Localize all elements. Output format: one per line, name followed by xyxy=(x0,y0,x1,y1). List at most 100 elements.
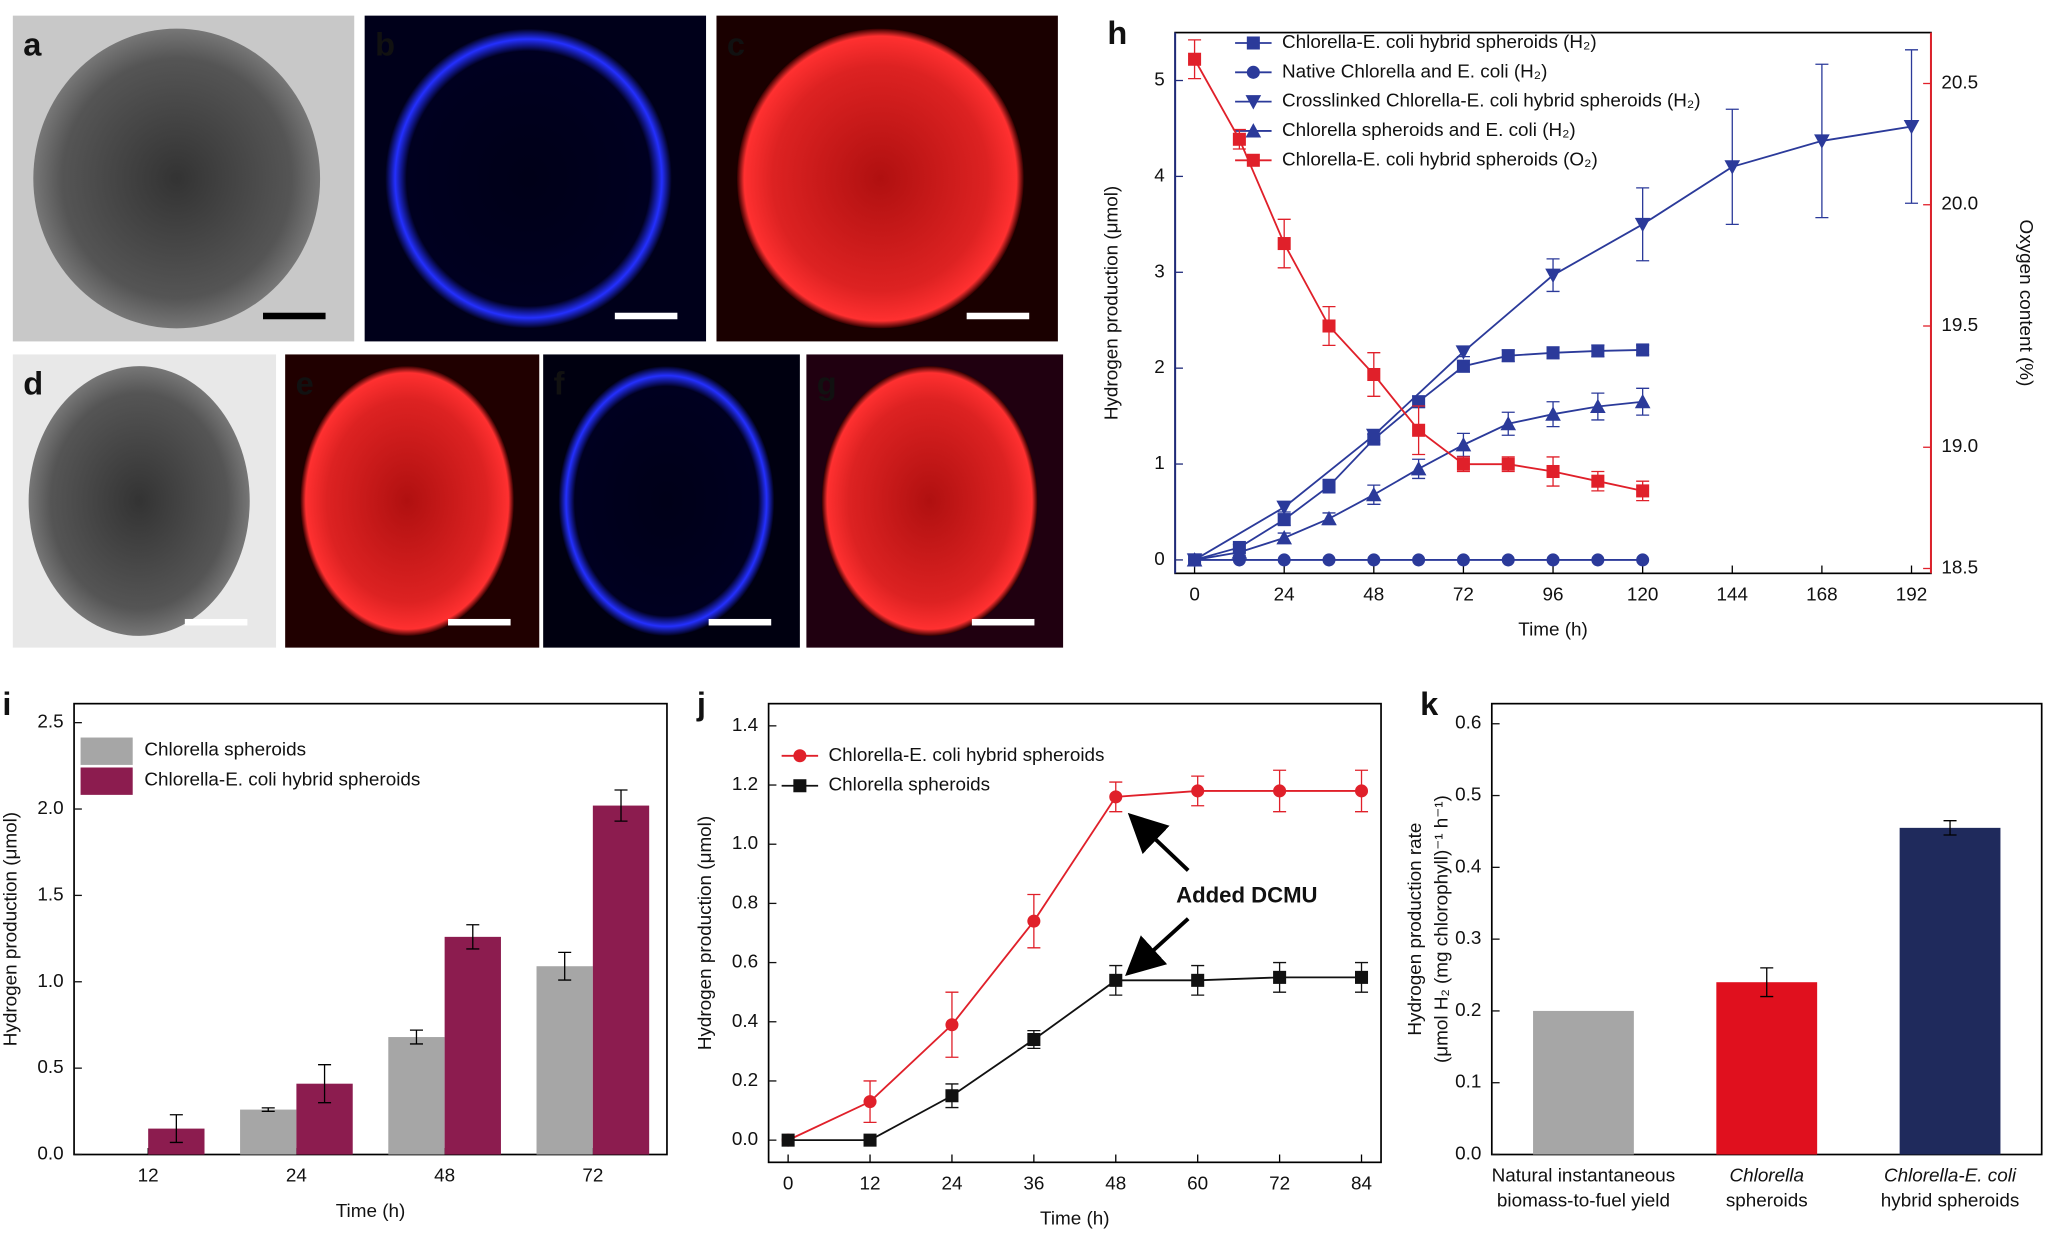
marker xyxy=(1412,395,1426,409)
x-tick-label: 192 xyxy=(1896,584,1928,605)
error-bar xyxy=(466,924,480,950)
marker xyxy=(1231,544,1248,559)
spheroid xyxy=(558,366,775,636)
y-axis-label: Hydrogen production rate xyxy=(1405,823,1426,1036)
bar xyxy=(444,936,501,1155)
marker xyxy=(1591,474,1605,488)
x-tick-label: 48 xyxy=(1105,1173,1126,1194)
y-tick-label: 0.0 xyxy=(732,1129,758,1150)
marker xyxy=(1634,217,1651,233)
x-tick-label: 96 xyxy=(1543,584,1564,605)
marker xyxy=(1546,346,1560,360)
legend-label: Chlorella spheroids xyxy=(144,740,306,761)
legend-marker xyxy=(1246,65,1260,79)
y-axis-label: Hydrogen production (μmol) xyxy=(1102,186,1123,420)
marker xyxy=(1277,513,1291,527)
marker xyxy=(1273,970,1287,984)
marker xyxy=(1367,553,1381,567)
x-tick-label: 72 xyxy=(1453,584,1474,605)
marker xyxy=(1273,784,1287,798)
x-tick-label: 24 xyxy=(1274,584,1295,605)
marker xyxy=(1355,970,1369,984)
marker xyxy=(1501,349,1515,363)
panel-label: j xyxy=(696,686,706,722)
series-line xyxy=(1194,125,1912,561)
marker xyxy=(1412,423,1426,437)
marker xyxy=(1410,461,1427,476)
spheroid xyxy=(300,366,514,636)
series-line xyxy=(788,976,1362,1142)
x-tick-label: 72 xyxy=(582,1166,603,1187)
y-tick-label: 2 xyxy=(1154,357,1165,378)
scale-bar xyxy=(263,312,326,320)
y-tick-label: 2.0 xyxy=(37,798,63,819)
legend-swatch xyxy=(80,767,133,795)
bar xyxy=(1533,1010,1634,1155)
marker xyxy=(1276,500,1293,516)
x-tick-label: 48 xyxy=(1363,584,1384,605)
error-bar xyxy=(409,1029,423,1045)
panel-label: k xyxy=(1420,686,1439,722)
y-tick-label: 0.0 xyxy=(37,1143,63,1164)
legend-label: Chlorella-E. coli hybrid spheroids xyxy=(829,745,1105,766)
panel-label: f xyxy=(554,365,565,401)
legend-label: Chlorella spheroids xyxy=(829,775,991,796)
marker xyxy=(1546,464,1560,479)
x-tick-label: 84 xyxy=(1351,1173,1372,1194)
marker xyxy=(781,1133,795,1147)
legend-label: Native Chlorella and E. coli (H₂) xyxy=(1282,61,1547,82)
y2-tick-label: 19.5 xyxy=(1941,315,1978,336)
legend-marker xyxy=(1245,95,1262,110)
marker xyxy=(1500,415,1517,431)
marker xyxy=(1501,457,1515,471)
marker xyxy=(1188,52,1202,66)
y-tick-label: 0.0 xyxy=(1455,1143,1481,1164)
panel-label: c xyxy=(727,27,745,63)
marker xyxy=(1186,552,1203,567)
y-tick-label: 3 xyxy=(1154,261,1165,282)
marker xyxy=(1277,553,1291,567)
y-tick-label: 0.6 xyxy=(1455,713,1481,734)
x-tick-label: hybrid spheroids xyxy=(1881,1190,2020,1211)
marker xyxy=(1412,553,1426,567)
marker xyxy=(863,1133,877,1147)
legend-swatch xyxy=(80,737,133,765)
x-tick-label: 12 xyxy=(138,1166,159,1187)
panel-label: b xyxy=(375,27,395,63)
marker xyxy=(1636,553,1650,567)
panel-label: i xyxy=(2,686,11,722)
scale-bar xyxy=(966,312,1030,320)
legend-label: Chlorella-E. coli hybrid spheroids (H₂) xyxy=(1282,32,1597,53)
bar xyxy=(592,805,650,1155)
marker xyxy=(1027,914,1041,928)
error-bar xyxy=(318,1064,332,1104)
marker xyxy=(1546,553,1560,567)
y-tick-label: 0 xyxy=(1154,549,1165,570)
marker xyxy=(1636,343,1650,357)
marker xyxy=(1456,457,1470,471)
series-line xyxy=(787,790,1362,1141)
y-tick-label: 1.2 xyxy=(732,774,758,795)
marker xyxy=(1365,486,1382,502)
marker xyxy=(1545,268,1561,283)
error-bar xyxy=(558,951,572,981)
error-bar xyxy=(261,1107,275,1112)
y-axis-label: (μmol H₂ (mg chlorophyll)⁻¹ h⁻¹) xyxy=(1431,795,1452,1063)
scale-bar xyxy=(971,618,1035,626)
legend-marker xyxy=(1246,36,1260,50)
x-tick-label: 144 xyxy=(1717,584,1749,605)
y-tick-label: 2.5 xyxy=(37,712,63,733)
marker xyxy=(1322,479,1336,493)
y-tick-label: 1 xyxy=(1154,453,1165,474)
legend-marker xyxy=(1245,123,1262,138)
x-tick-label: biomass-to-fuel yield xyxy=(1497,1190,1670,1211)
legend-marker xyxy=(793,749,807,763)
scale-bar xyxy=(708,618,772,626)
x-tick-label: 36 xyxy=(1023,1173,1044,1194)
panel-label: a xyxy=(23,27,42,63)
scale-bar xyxy=(184,618,248,626)
marker xyxy=(1455,345,1472,360)
error-bar xyxy=(1943,820,1957,836)
y-tick-label: 0.2 xyxy=(1455,1000,1481,1021)
